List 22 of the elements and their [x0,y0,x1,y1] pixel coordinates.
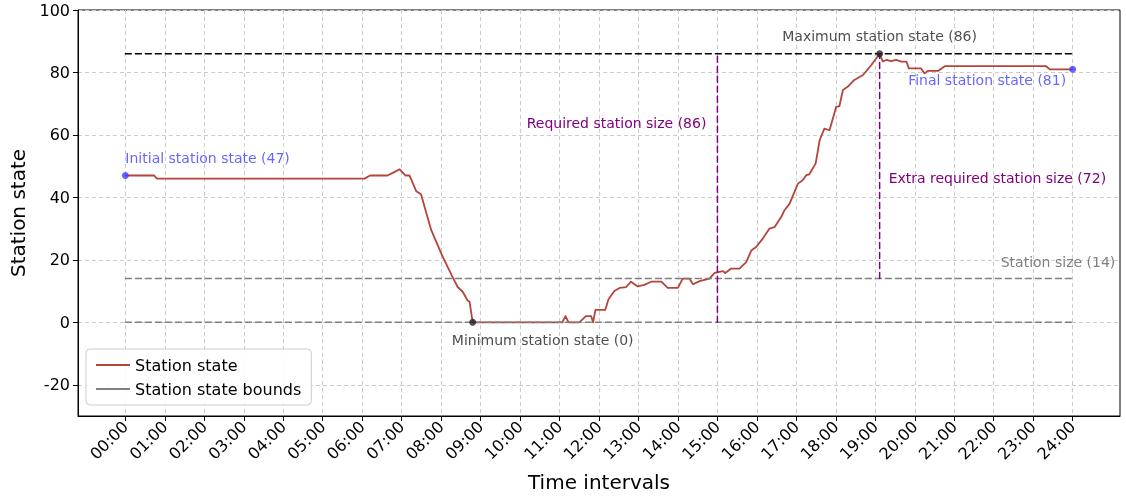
series-label: Initial station state (47) [125,150,290,167]
y-axis-title: Station state [6,148,30,278]
series-label: Minimum station state (0) [451,331,634,348]
y-tick-label: -20 [43,375,70,395]
series-label: Maximum station state (86) [782,28,977,45]
legend-label: Station state [135,355,238,375]
y-tick-label: 80 [49,62,70,82]
point [121,172,129,180]
series-label: Required station size (86) [526,114,707,131]
y-tick-label: 60 [49,125,70,145]
y-tick-label: 40 [49,187,70,207]
x-axis-title: Time intervals [527,470,670,494]
y-tick-label: 0 [59,312,70,332]
y-tick-label: 20 [49,250,70,270]
point [1069,65,1077,73]
series-label: Extra required station size (72) [888,169,1107,186]
legend-label: Station state bounds [135,379,302,399]
series-label: Final station state (81) [908,72,1067,89]
annotation: Station size (14) [1000,254,1116,270]
point [876,50,884,58]
point [469,318,477,326]
y-tick-label: 100 [39,0,70,20]
